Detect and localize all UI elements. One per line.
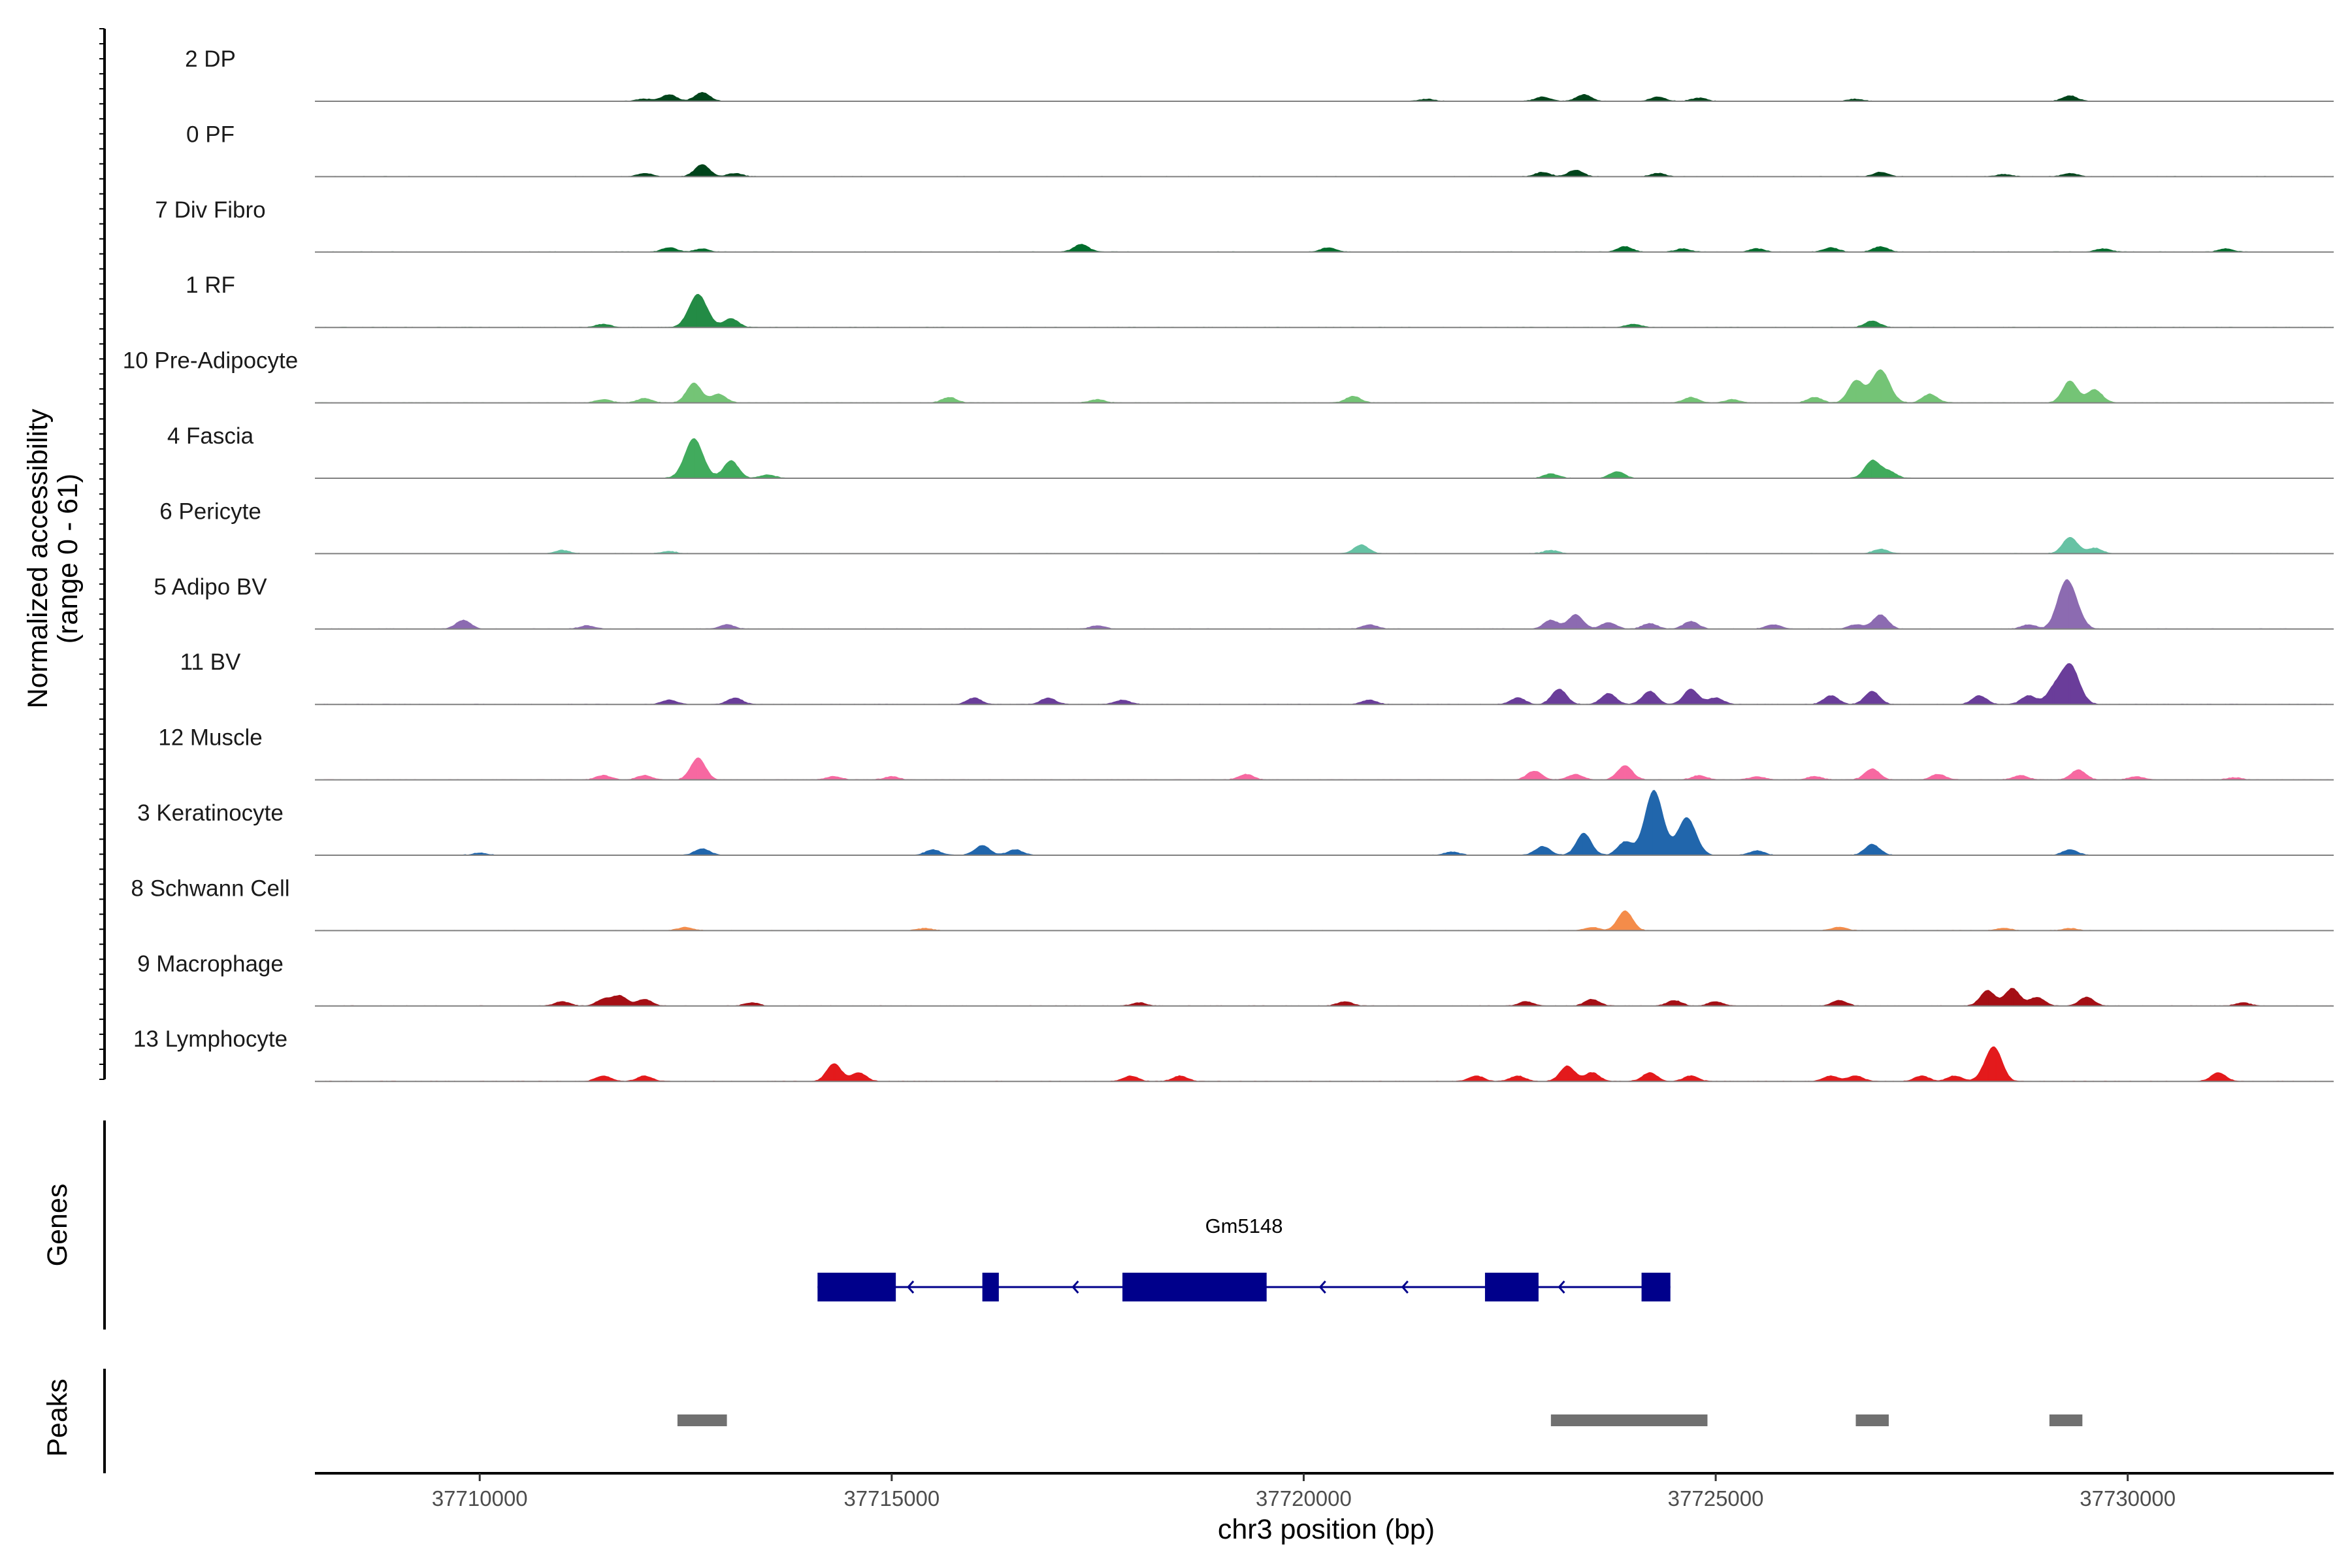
strand-arrow bbox=[1071, 1281, 1079, 1294]
x-tick-label: 37730000 bbox=[2080, 1486, 2176, 1511]
coverage-area-7-div-fibro bbox=[315, 244, 2334, 252]
track-label: 3 Keratinocyte bbox=[137, 800, 284, 826]
track-11-bv: 11 BV bbox=[180, 649, 2334, 706]
peak-region bbox=[1855, 1414, 1889, 1426]
strand-arrow bbox=[1318, 1281, 1326, 1294]
track-5-adipo-bv: 5 Adipo BV bbox=[154, 574, 2334, 630]
coverage-area-1-rf bbox=[315, 293, 2334, 328]
coverage-area-2-dp bbox=[315, 91, 2334, 101]
peak-region bbox=[1550, 1414, 1708, 1426]
track-9-macrophage: 9 Macrophage bbox=[137, 951, 2334, 1007]
track-13-lymphocyte: 13 Lymphocyte bbox=[133, 1026, 2334, 1083]
x-tick-label: 37715000 bbox=[843, 1486, 939, 1511]
track-1-rf: 1 RF bbox=[186, 272, 2334, 329]
track-7-div-fibro: 7 Div Fibro bbox=[155, 197, 2334, 253]
gene-track bbox=[103, 1120, 1671, 1330]
track-2-dp: 2 DP bbox=[185, 46, 2334, 102]
track-label: 6 Pericyte bbox=[159, 498, 261, 524]
x-axis: 37710000 37715000 37720000 37725000 37730000 bbox=[315, 1472, 2334, 1511]
peaks-track bbox=[103, 1369, 2083, 1473]
coverage-area-8-schwann-cell bbox=[315, 910, 2334, 931]
coverage-area-0-pf bbox=[315, 164, 2334, 177]
track-10-pre-adipocyte: 10 Pre-Adipocyte bbox=[123, 348, 2334, 404]
coverage-area-11-bv bbox=[315, 663, 2334, 705]
peak-region bbox=[677, 1414, 727, 1426]
y-axis-range: (range 0 - 61) bbox=[52, 474, 84, 644]
track-12-muscle: 12 Muscle bbox=[158, 725, 2334, 781]
gene-name-label: Gm5148 bbox=[1205, 1215, 1283, 1237]
peaks-track-label: Peaks bbox=[42, 1379, 73, 1457]
track-label: 0 PF bbox=[186, 122, 235, 147]
coverage-tracks: 2 DP 0 PF 7 Div Fibro 1 RF 10 Pre-Adipocyte 4… bbox=[99, 28, 2334, 1083]
coverage-area-12-muscle bbox=[315, 757, 2334, 780]
gene-exon bbox=[1484, 1273, 1539, 1301]
coverage-area-10-pre-adipocyte bbox=[315, 369, 2334, 403]
coverage-area-13-lymphocyte bbox=[315, 1046, 2334, 1082]
track-label: 7 Div Fibro bbox=[155, 197, 265, 223]
x-tick-label: 37710000 bbox=[432, 1486, 528, 1511]
track-4-fascia: 4 Fascia bbox=[167, 423, 2334, 479]
gene-exon bbox=[1641, 1273, 1671, 1301]
y-axis-title: Normalized accessibility bbox=[22, 408, 54, 708]
track-3-keratinocyte: 3 Keratinocyte bbox=[137, 790, 2334, 856]
track-0-pf: 0 PF bbox=[186, 122, 2334, 178]
track-label: 2 DP bbox=[185, 46, 236, 72]
track-label: 11 BV bbox=[180, 649, 241, 675]
track-label: 9 Macrophage bbox=[137, 951, 284, 977]
coverage-area-9-macrophage bbox=[315, 988, 2334, 1006]
x-tick-label: 37720000 bbox=[1256, 1486, 1352, 1511]
track-8-schwann-cell: 8 Schwann Cell bbox=[131, 875, 2334, 932]
genes-track-label: Genes bbox=[42, 1184, 73, 1267]
track-label: 10 Pre-Adipocyte bbox=[123, 348, 298, 374]
gene-exon bbox=[1122, 1273, 1267, 1301]
x-tick-label: 37725000 bbox=[1668, 1486, 1764, 1511]
coverage-area-3-keratinocyte bbox=[315, 790, 2334, 855]
track-6-pericyte: 6 Pericyte bbox=[159, 498, 2334, 555]
track-label: 1 RF bbox=[186, 272, 235, 298]
strand-arrow bbox=[1558, 1281, 1565, 1294]
coverage-area-6-pericyte bbox=[315, 537, 2334, 554]
coverage-area-5-adipo-bv bbox=[315, 579, 2334, 629]
strand-arrow bbox=[1500, 1281, 1508, 1294]
strand-arrow bbox=[1401, 1281, 1409, 1294]
coverage-area-4-fascia bbox=[315, 438, 2334, 478]
track-label: 8 Schwann Cell bbox=[131, 875, 289, 901]
x-axis-title: chr3 position (bp) bbox=[1218, 1514, 1435, 1545]
peak-region bbox=[2049, 1414, 2083, 1426]
gene-exon bbox=[982, 1273, 999, 1301]
gene-exon bbox=[817, 1273, 896, 1301]
track-label: 13 Lymphocyte bbox=[133, 1026, 287, 1052]
track-label: 5 Adipo BV bbox=[154, 574, 267, 600]
track-label: 12 Muscle bbox=[158, 725, 263, 751]
strand-arrow bbox=[907, 1281, 915, 1294]
track-label: 4 Fascia bbox=[167, 423, 254, 449]
